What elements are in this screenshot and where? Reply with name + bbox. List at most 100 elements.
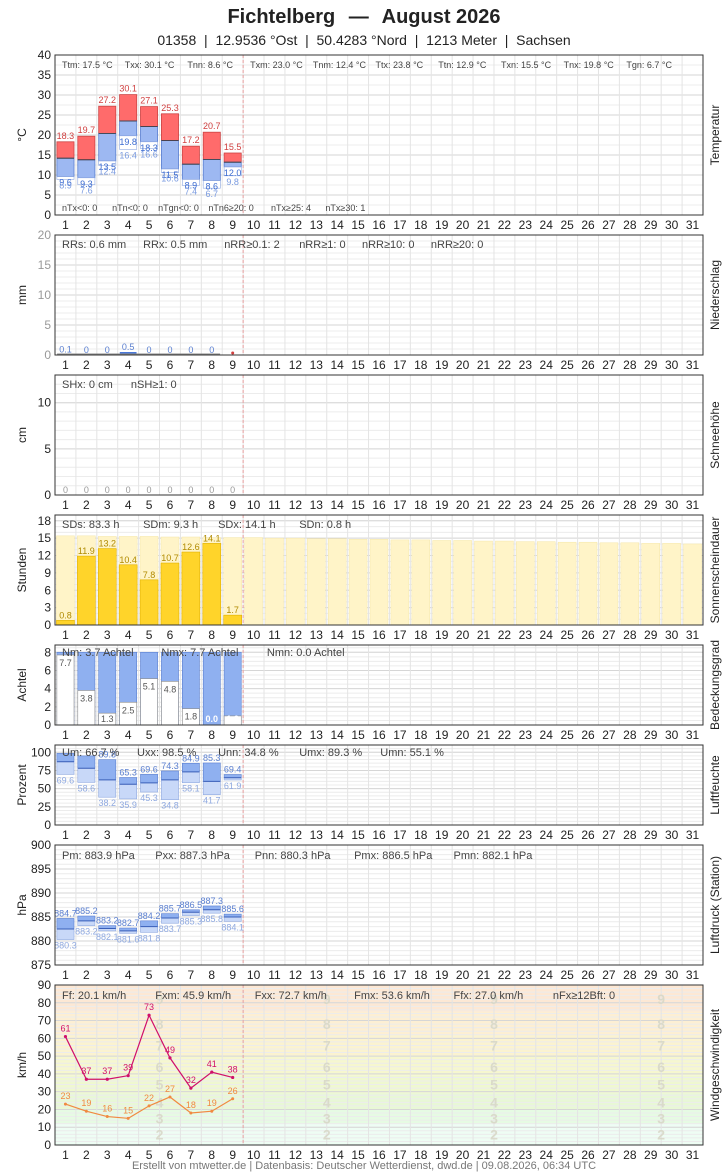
humidity-lower-bar	[161, 779, 179, 800]
humidity-lower-bar	[182, 771, 200, 784]
tmax-bar	[56, 141, 75, 159]
sun-possible-bar	[244, 537, 263, 626]
xtick-label-wind: 13	[310, 1148, 324, 1162]
gust-label: 32	[186, 1075, 196, 1085]
xtick-label-wind: 24	[540, 1148, 554, 1162]
beaufort-number: 6	[657, 1059, 665, 1075]
mean-wind-point	[126, 1116, 130, 1120]
tmin-label: 8.6	[206, 182, 219, 192]
xtick-label-pressure: 6	[167, 968, 174, 982]
xtick-label-pressure: 23	[519, 968, 533, 982]
ytick-label-temp: 15	[38, 148, 52, 162]
xtick-label-humidity: 21	[477, 828, 491, 842]
sun-bar	[160, 562, 180, 626]
tmax-bar	[202, 131, 221, 160]
stat-snow: nSH≥1: 0	[131, 379, 177, 391]
xtick-label-temp: 7	[188, 218, 195, 232]
snow-label: 0	[167, 485, 172, 495]
xtick-label-wind: 10	[247, 1148, 261, 1162]
xtick-label-pressure: 19	[435, 968, 449, 982]
sun-bar	[56, 620, 75, 626]
xtick-label-snow: 26	[581, 498, 595, 512]
ytick-label-wind: 10	[38, 1120, 52, 1134]
sun-bar	[223, 614, 242, 626]
tmin-label: 8.9	[185, 180, 198, 190]
humidity-upper-bar	[182, 762, 200, 773]
xtick-label-humidity: 26	[581, 828, 595, 842]
tmax-bar	[98, 105, 117, 134]
xtick-label-humidity: 8	[208, 828, 215, 842]
humidity-max-label: 74.3	[161, 761, 179, 771]
xtick-label-cloud: 20	[456, 728, 470, 742]
ytick-label-temp: 5	[44, 188, 51, 202]
xtick-label-humidity: 16	[372, 828, 386, 842]
xtick-label-snow: 18	[414, 498, 428, 512]
tmax-bar	[223, 152, 242, 163]
mean-wind-point	[210, 1109, 214, 1113]
mean-wind-label: 15	[123, 1105, 133, 1115]
pressure-min-label: 884.1	[221, 922, 244, 932]
temp-stat: Tnm: 12.4 °C	[313, 60, 367, 70]
xtick-label-humidity: 4	[125, 828, 132, 842]
ytick-label-rain: 5	[44, 318, 51, 332]
humidity-upper-bar	[202, 762, 221, 782]
xtick-label-humidity: 1	[62, 828, 69, 842]
snow-label: 0	[230, 485, 235, 495]
xtick-label-rain: 24	[540, 358, 554, 372]
cloud-label: 1.0	[226, 714, 239, 724]
beaufort-number: 2	[323, 1126, 331, 1142]
tmax-label: 27.1	[140, 96, 158, 106]
xtick-label-humidity: 17	[393, 828, 407, 842]
mean-wind-label: 26	[228, 1086, 238, 1096]
beaufort-number: 5	[490, 1077, 498, 1093]
xtick-label-humidity: 12	[289, 828, 303, 842]
xtick-label-rain: 13	[310, 358, 324, 372]
xtick-label-sun: 12	[289, 628, 303, 642]
gust-point	[168, 1056, 172, 1060]
snow-label: 0	[147, 485, 152, 495]
stat-sun: SDm: 9.3 h	[143, 519, 198, 531]
gust-point	[126, 1074, 130, 1078]
sun-label: 13.2	[98, 539, 116, 549]
tmin-bar	[56, 157, 75, 177]
ytick-label-rain: 0	[44, 348, 51, 362]
ytick-label-temp: 40	[38, 48, 52, 62]
xtick-label-sun: 6	[167, 628, 174, 642]
xtick-label-temp: 30	[665, 218, 679, 232]
xtick-label-snow: 21	[477, 498, 491, 512]
tmin-bar	[140, 126, 159, 143]
rain-label: 0	[147, 345, 152, 355]
station-info: 01358 | 12.9536 °Ost | 50.4283 °Nord | 1…	[157, 32, 571, 48]
stat-wind: Fxm: 45.9 km/h	[155, 990, 231, 1002]
xtick-label-sun: 8	[208, 628, 215, 642]
xtick-label-humidity: 9	[229, 828, 236, 842]
xtick-label-snow: 7	[188, 498, 195, 512]
xtick-label-temp: 9	[229, 218, 236, 232]
xtick-label-snow: 20	[456, 498, 470, 512]
tmin-label: 19.8	[119, 137, 137, 147]
stat-wind: Ffx: 27.0 km/h	[454, 990, 524, 1002]
xtick-label-rain: 25	[560, 358, 574, 372]
mean-wind-label: 23	[60, 1091, 70, 1101]
beaufort-number: 8	[490, 1016, 498, 1032]
snow-label: 0	[105, 485, 110, 495]
xtick-label-pressure: 24	[540, 968, 554, 982]
ytick-label-sun: 3	[44, 601, 51, 615]
xtick-label-pressure: 26	[581, 968, 595, 982]
pressure-max-label: 884.7	[54, 908, 77, 918]
gust-point	[210, 1070, 214, 1074]
temp-bottom-stat: nTn6≥20: 0	[208, 203, 253, 213]
sun-possible-bar	[683, 543, 702, 626]
snow-label: 0	[209, 485, 214, 495]
beaufort-number: 9	[490, 991, 498, 1007]
gust-label: 73	[144, 1002, 154, 1012]
xtick-label-pressure: 9	[229, 968, 236, 982]
xtick-label-cloud: 5	[146, 728, 153, 742]
tgrass-label: 9.8	[226, 177, 239, 187]
ytick-label-wind: 80	[38, 996, 52, 1010]
stat-wind: nFx≥12Bft: 0	[553, 990, 615, 1002]
xtick-label-pressure: 4	[125, 968, 132, 982]
humidity-lower-bar	[140, 782, 158, 793]
pressure-lower-bar	[202, 909, 221, 914]
sun-possible-bar	[641, 543, 660, 626]
